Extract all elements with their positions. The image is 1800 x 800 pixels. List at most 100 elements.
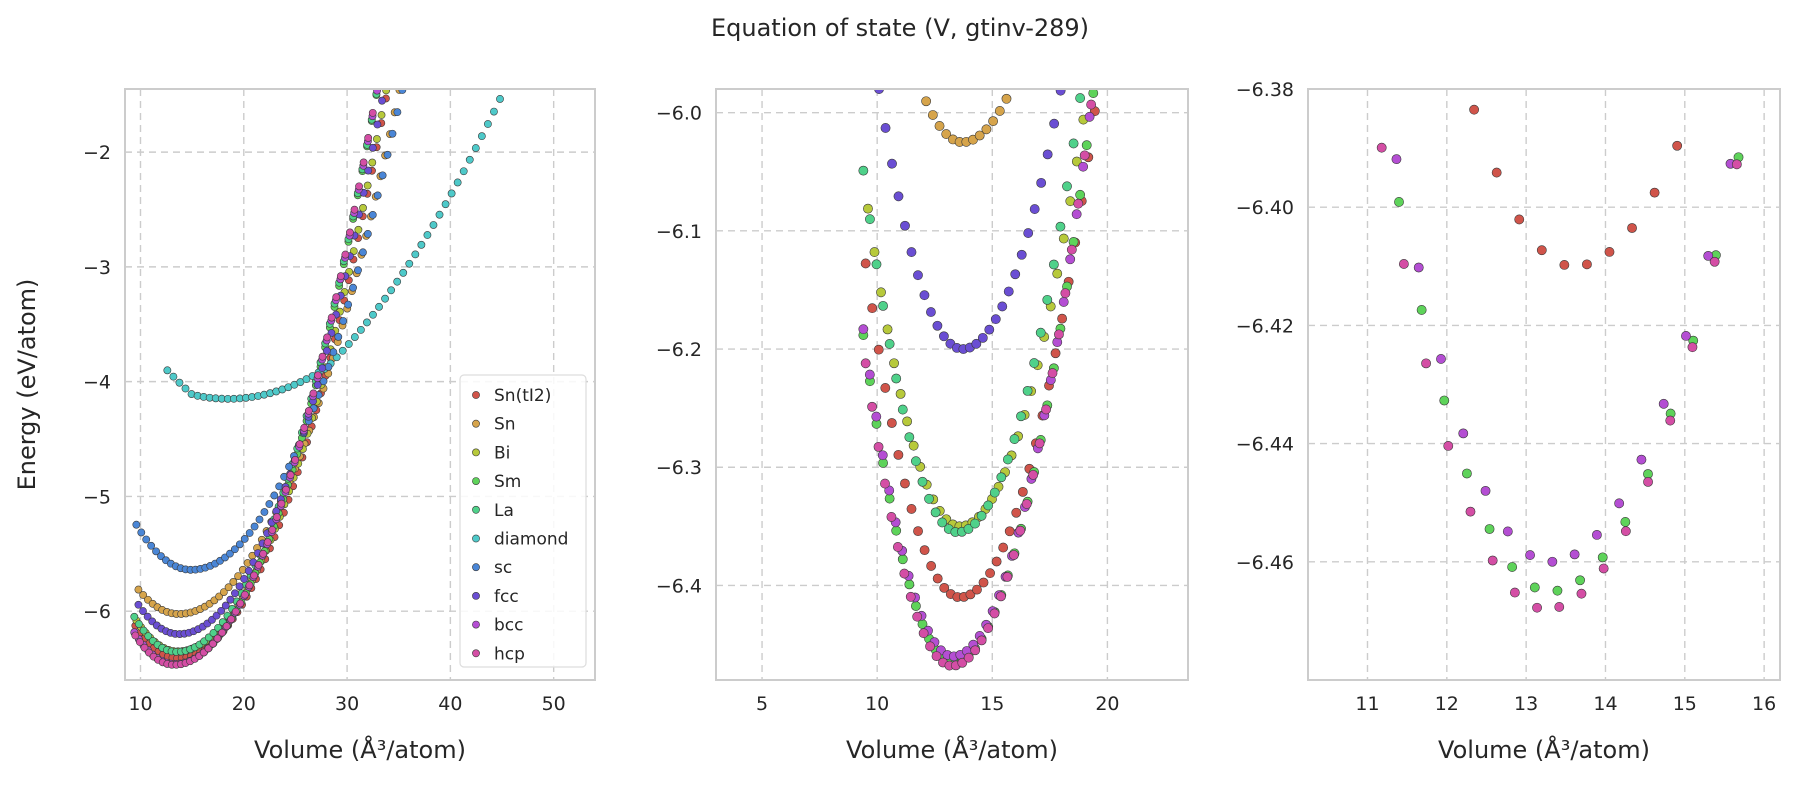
- data-point-Sn(tI2): [1469, 104, 1480, 115]
- data-point-bcc: [1058, 297, 1069, 307]
- data-point-La: [996, 472, 1007, 483]
- panels: 10 20 30 40 50 −6 −5 −4 −3 −2 Volume (Å³/atom) Ener…: [13, 79, 1781, 764]
- data-point-hcp: [263, 538, 272, 547]
- data-point-Sm: [1075, 189, 1086, 200]
- panel-zoom-2: 11 12 13 14 15 16 −6.46 −6.44 −6.42 −6.40 −6.38 Vol…: [1236, 79, 1781, 764]
- data-point-hcp: [963, 652, 974, 663]
- data-point-La: [135, 620, 143, 628]
- data-point-Bi: [368, 158, 377, 167]
- legend-marker: [472, 592, 480, 600]
- panel-zoom-1: 5 10 15 20 −6.4 −6.3 −6.2 −6.1 −6.0 Volume (Å³/at…: [656, 88, 1189, 764]
- data-point-hcp: [135, 638, 144, 646]
- data-point-Sn(tI2): [880, 383, 891, 393]
- data-point-hcp: [912, 611, 923, 622]
- y-tick-label: −6.46: [1236, 552, 1294, 574]
- data-point-diamond: [490, 107, 498, 116]
- data-point-bcc: [1614, 498, 1625, 509]
- data-point-hcp: [1620, 526, 1631, 537]
- data-point-Sn: [981, 124, 992, 135]
- x-tick-label: 30: [335, 693, 359, 715]
- data-point-La: [1035, 327, 1046, 338]
- data-point-La: [1002, 454, 1013, 465]
- data-point-sc: [152, 547, 160, 556]
- x-tick-label: 15: [1673, 693, 1697, 715]
- data-point-hcp: [341, 250, 350, 259]
- data-point-La: [1022, 385, 1033, 396]
- data-point-Sn: [219, 588, 228, 597]
- data-point-bcc: [1658, 398, 1669, 409]
- data-point-Sm: [1081, 140, 1092, 151]
- data-point-fcc: [880, 123, 891, 133]
- data-point-hcp: [1376, 142, 1387, 153]
- data-point-Sn(tI2): [1672, 140, 1683, 151]
- legend-label: Bi: [494, 443, 510, 463]
- data-point-Sn: [1001, 93, 1012, 104]
- data-point-hcp: [880, 478, 890, 489]
- data-point-hcp: [892, 542, 903, 552]
- data-point-hcp: [1532, 602, 1542, 613]
- data-point-bcc: [1636, 454, 1647, 465]
- data-point-hcp: [268, 526, 277, 534]
- plot-frame: [715, 88, 1189, 681]
- data-point-bcc: [1078, 161, 1089, 172]
- data-point-bcc: [871, 411, 882, 422]
- x-tick-label: 5: [756, 693, 768, 715]
- data-point-hcp: [131, 631, 140, 640]
- data-point-hcp: [1028, 469, 1039, 480]
- y-tick-label: −6.3: [656, 457, 702, 479]
- data-point-Sn: [215, 592, 224, 601]
- x-tick-label: 40: [438, 693, 462, 715]
- data-point-diamond: [435, 210, 444, 219]
- legend-box: [459, 374, 587, 668]
- data-point-bcc: [1480, 485, 1491, 496]
- data-point-sc: [147, 541, 156, 550]
- data-point-hcp: [241, 590, 249, 599]
- data-point-Sn(tI2): [991, 556, 1002, 567]
- data-point-Sm: [904, 579, 915, 590]
- data-point-fcc: [313, 380, 322, 389]
- data-point-Sn(tI2): [998, 542, 1009, 553]
- y-tick-label: −6.44: [1236, 434, 1294, 456]
- data-point-Sn(tI2): [860, 258, 871, 269]
- data-point-fcc: [134, 600, 143, 609]
- data-point-hcp: [989, 608, 1000, 619]
- data-point-La: [989, 487, 1000, 498]
- data-point-Sn(tI2): [1649, 187, 1660, 198]
- data-point-hcp: [1665, 415, 1676, 426]
- data-point-hcp: [277, 499, 286, 508]
- data-point-bcc: [1681, 331, 1691, 341]
- data-point-hcp: [140, 643, 149, 652]
- data-point-Sn(tI2): [1604, 247, 1615, 257]
- x-axis-label: Volume (Å³/atom): [254, 735, 466, 764]
- data-point-Sn(tI2): [1536, 245, 1547, 256]
- data-point-Sn(tI2): [932, 573, 943, 584]
- data-point-La: [924, 493, 934, 504]
- data-point-hcp: [1021, 499, 1032, 509]
- data-point-bcc: [373, 89, 381, 95]
- data-point-bcc: [864, 369, 875, 380]
- x-tick-label: 12: [1435, 693, 1459, 715]
- legend: Sn(tI2) Sn Bi Sm La diamond sc fcc bcc hcp: [459, 374, 587, 668]
- legend-marker: [472, 563, 480, 572]
- data-point-fcc: [913, 270, 923, 281]
- data-point-La: [1075, 93, 1086, 103]
- data-point-La: [917, 476, 928, 487]
- data-point-hcp: [1066, 244, 1077, 255]
- data-point-diamond: [423, 231, 432, 239]
- plot-frame: [1307, 88, 1781, 681]
- data-point-diamond: [356, 325, 365, 334]
- data-point-hcp: [867, 401, 878, 412]
- data-point-fcc: [1036, 177, 1047, 188]
- x-tick-label: 14: [1593, 693, 1617, 715]
- data-point-diamond: [375, 302, 383, 311]
- data-point-Sn: [934, 121, 945, 131]
- data-point-Bi: [1071, 156, 1082, 167]
- data-point-hcp: [1086, 99, 1097, 110]
- data-point-Sn(tI2): [913, 526, 923, 537]
- data-point-Bi: [863, 203, 873, 214]
- data-point-Bi: [377, 111, 386, 119]
- data-point-Sn: [229, 578, 238, 586]
- data-point-hcp: [300, 423, 309, 432]
- data-point-Sm: [1416, 305, 1427, 315]
